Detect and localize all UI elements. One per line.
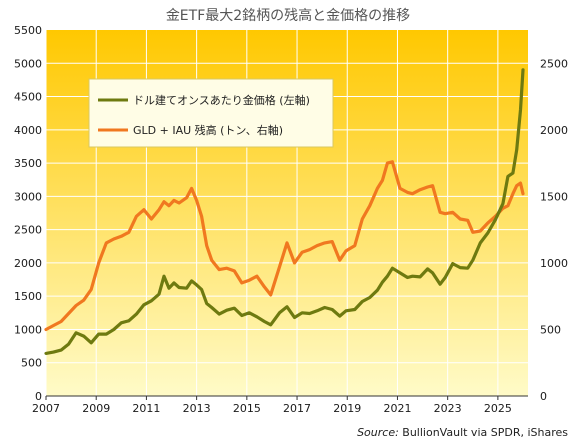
x-tick-label: 2017 — [283, 402, 311, 415]
y-right-tick-label: 2500 — [540, 57, 568, 70]
y-right-tick-label: 2000 — [540, 124, 568, 137]
y-left-tick-label: 500 — [21, 357, 42, 370]
y-left-tick-label: 2000 — [14, 257, 42, 270]
y-left-tick-label: 5000 — [14, 57, 42, 70]
x-tick-label: 2013 — [183, 402, 211, 415]
x-tick-label: 2019 — [333, 402, 361, 415]
source-label: Source: — [357, 426, 399, 439]
y-left-tick-label: 1500 — [14, 290, 42, 303]
source-text: BullionVault via SPDR, iShares — [399, 426, 568, 439]
y-right-tick-label: 500 — [540, 323, 561, 336]
legend: ドル建てオンスあたり金価格 (左軸) GLD + IAU 残高 (トン、右軸) — [89, 79, 333, 147]
y-left-tick-label: 4500 — [14, 91, 42, 104]
y-right-tick-label: 1500 — [540, 190, 568, 203]
y-left-tick-label: 3500 — [14, 157, 42, 170]
y-left-tick-label: 3000 — [14, 190, 42, 203]
x-tick-label: 2023 — [434, 402, 462, 415]
legend-label-gold-price: ドル建てオンスあたり金価格 (左軸) — [133, 93, 310, 107]
y-left-tick-label: 2500 — [14, 224, 42, 237]
legend-label-etf-holdings: GLD + IAU 残高 (トン、右軸) — [133, 123, 283, 137]
x-tick-label: 2015 — [233, 402, 261, 415]
y-left-tick-label: 1000 — [14, 323, 42, 336]
x-tick-label: 2025 — [484, 402, 512, 415]
source-note: Source: BullionVault via SPDR, iShares — [357, 426, 568, 439]
y-right-tick-label: 0 — [540, 390, 547, 403]
chart-title: 金ETF最大2銘柄の残高と金価格の推移 — [166, 7, 410, 24]
y-left-tick-label: 4000 — [14, 124, 42, 137]
y-left-tick-label: 5500 — [14, 24, 42, 37]
x-tick-label: 2021 — [383, 402, 411, 415]
y-right-tick-label: 1000 — [540, 257, 568, 270]
x-tick-label: 2007 — [32, 402, 60, 415]
x-tick-label: 2009 — [82, 402, 110, 415]
x-tick-label: 2011 — [132, 402, 160, 415]
